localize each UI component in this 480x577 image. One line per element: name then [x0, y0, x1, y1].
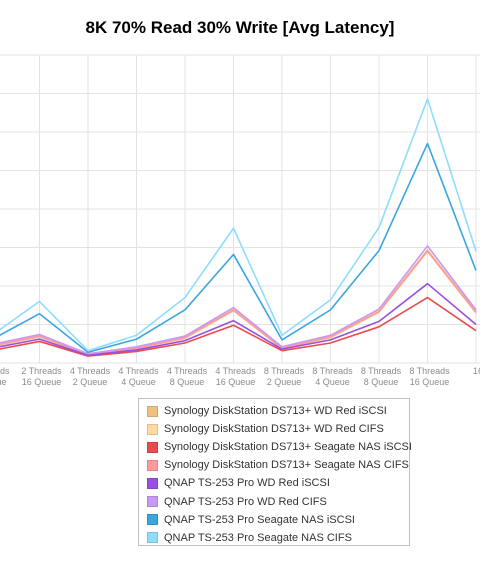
legend-label: QNAP TS-253 Pro Seagate NAS CIFS: [164, 531, 352, 544]
legend-swatch: [147, 514, 158, 526]
x-tick-label: 16: [473, 366, 480, 376]
legend-item[interactable]: Synology DiskStation DS713+ Seagate NAS …: [147, 456, 409, 474]
legend-swatch: [147, 477, 158, 489]
series-line-5: [0, 282, 477, 357]
legend-swatch: [147, 405, 158, 417]
legend: Synology DiskStation DS713+ WD Red iSCSI…: [138, 398, 412, 547]
legend-item[interactable]: Synology DiskStation DS713+ WD Red CIFS: [147, 420, 409, 438]
legend-item[interactable]: QNAP TS-253 Pro WD Red CIFS: [147, 492, 409, 510]
series-line-7: [0, 142, 477, 354]
series-line-3: [0, 296, 477, 357]
legend-label: QNAP TS-253 Pro WD Red iSCSI: [164, 477, 330, 490]
chart-title: 8K 70% Read 30% Write [Avg Latency]: [85, 18, 395, 37]
legend-item[interactable]: Synology DiskStation DS713+ WD Red iSCSI: [147, 402, 409, 420]
legend-label: Synology DiskStation DS713+ WD Red iSCSI: [164, 405, 387, 418]
legend-label: QNAP TS-253 Pro Seagate NAS iSCSI: [164, 513, 355, 526]
series-lines: [0, 98, 477, 357]
series-line-6: [0, 245, 477, 355]
legend-swatch: [147, 423, 158, 435]
x-tick-label: 4 Threads 2 Queue: [70, 366, 111, 387]
legend-label: Synology DiskStation DS713+ Seagate NAS …: [164, 441, 412, 454]
series-line-4: [0, 249, 477, 356]
series-line-8: [0, 98, 477, 352]
legend-label: QNAP TS-253 Pro WD Red CIFS: [164, 495, 327, 508]
x-tick-label: 4 Threads 4 Queue: [118, 366, 159, 387]
legend-label: Synology DiskStation DS713+ WD Red CIFS: [164, 423, 384, 436]
x-tick-label: 4 Threads 16 Queue: [215, 366, 256, 387]
x-tick-label: 2 Threads 16 Queue: [21, 366, 62, 387]
legend-swatch: [147, 459, 158, 471]
x-tick-label: 8 Threads 2 Queue: [264, 366, 305, 387]
x-tick-label: 8 Threads 4 Queue: [312, 366, 353, 387]
legend-item[interactable]: QNAP TS-253 Pro WD Red iSCSI: [147, 474, 409, 492]
x-tick-label: 8 Threads 16 Queue: [409, 366, 450, 387]
legend-item[interactable]: QNAP TS-253 Pro Seagate NAS CIFS: [147, 529, 409, 547]
legend-item[interactable]: Synology DiskStation DS713+ Seagate NAS …: [147, 438, 412, 456]
legend-item[interactable]: QNAP TS-253 Pro Seagate NAS iSCSI: [147, 511, 409, 529]
x-tick-label: 4 Threads 8 Queue: [167, 366, 208, 387]
legend-label: Synology DiskStation DS713+ Seagate NAS …: [164, 459, 409, 472]
legend-swatch: [147, 496, 158, 508]
x-tick-label: ThreadsQueue: [0, 366, 10, 387]
x-tick-label: 8 Threads 8 Queue: [361, 366, 402, 387]
legend-swatch: [147, 532, 158, 544]
legend-swatch: [147, 441, 158, 453]
gridlines: [0, 54, 480, 364]
